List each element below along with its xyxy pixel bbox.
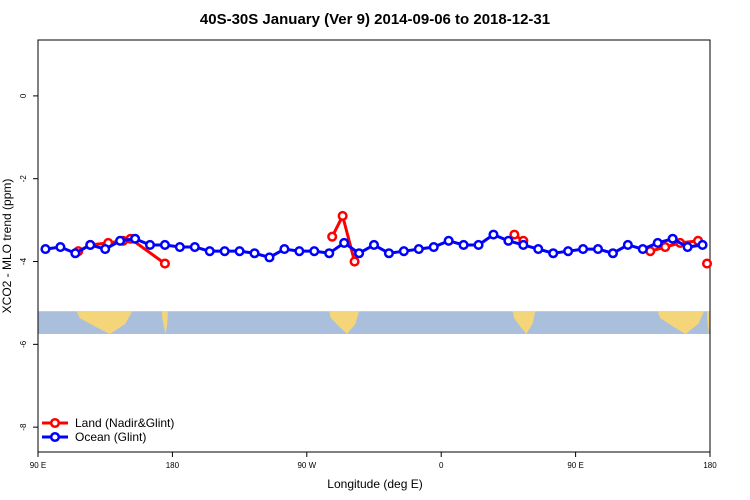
x-tick-label: 90 E [567,461,583,470]
data-point [697,239,708,251]
data-point [294,246,305,257]
data-point [428,241,439,253]
series-land [73,210,713,269]
map-ocean [38,311,710,334]
data-point [55,241,66,253]
data-point [204,246,215,257]
map-land-mass [707,311,710,334]
map-band [38,311,710,334]
data-point [443,235,454,246]
data-point [413,244,424,255]
data-point [354,248,365,259]
y-tick-label: 0 [19,93,28,98]
map-land-mass [76,311,133,334]
data-point [488,229,499,240]
data-point [159,239,170,251]
data-point [115,235,126,246]
map-land-mass [329,311,360,334]
series-line [649,239,699,253]
data-point [509,229,520,240]
data-point [219,246,230,257]
y-tick-label: -6 [19,340,28,348]
data-point [503,235,514,246]
data-point [70,248,81,259]
x-axis: 90 E 180 90 W 0 90 E 180 [30,452,717,470]
data-point [701,258,713,269]
data-point [592,244,604,255]
data-point [327,231,338,242]
x-tick-label: 90 W [297,461,316,470]
data-point [518,239,529,251]
data-point [249,248,260,259]
data-point [637,244,648,255]
series-ocean [40,229,708,263]
data-point [234,246,245,257]
data-point [174,241,185,253]
y-axis: 0 -2 -4 -6 -8 [19,93,38,431]
x-tick-label: 180 [166,461,180,470]
data-point [264,252,275,263]
legend-label: Ocean (Glint) [75,430,146,444]
x-tick-label: 90 E [30,461,46,470]
data-point [652,237,663,248]
legend-swatch-marker [49,431,61,443]
data-point [85,239,96,251]
legend-swatch-marker [49,417,61,429]
data-point [682,241,693,253]
data-point [607,248,618,259]
map-land-mass [657,311,705,334]
plot-frame [37,39,711,453]
data-point [324,248,335,259]
data-point [667,233,678,244]
data-point [337,210,348,222]
data-point [130,233,141,244]
data-point [309,246,320,257]
data-point [339,237,350,248]
chart-title: 40S-30S January (Ver 9) 2014-09-06 to 20… [200,11,550,28]
data-point [398,246,409,257]
data-point [189,241,200,253]
y-tick-label: -8 [19,423,28,431]
x-tick-label: 180 [703,461,717,470]
data-point [383,248,394,259]
map-land-mass [512,311,536,334]
data-point [473,239,484,251]
data-point [458,239,469,251]
data-point [563,246,574,257]
data-point [279,244,290,255]
data-point [159,258,170,269]
data-point [660,241,671,253]
data-point [40,244,51,255]
x-axis-label: Longitude (deg E) [327,477,422,491]
legend-label: Land (Nadir&Glint) [75,416,174,430]
data-point [144,239,156,251]
x-tick-label: 0 [439,461,444,470]
y-axis-label: XCO2 - MLO trend (ppm) [0,179,14,314]
y-tick-label: -4 [19,257,28,265]
data-point [349,256,360,267]
data-point [578,244,589,255]
y-tick-label: -2 [19,175,28,183]
data-point [622,239,633,251]
data-point [548,248,559,259]
data-point [100,244,111,255]
data-point [533,244,544,255]
series-layer [40,210,713,269]
legend: Land (Nadir&Glint)Ocean (Glint) [42,416,174,444]
data-point [368,239,380,251]
map-land-mass [161,311,168,334]
